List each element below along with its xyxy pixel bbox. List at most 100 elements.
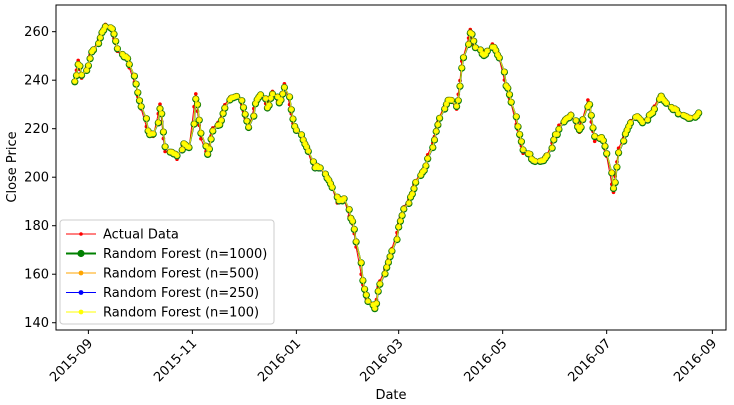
series-rf-100-point — [551, 137, 557, 143]
series-rf-100-point — [517, 132, 523, 137]
series-rf-100-point — [299, 132, 304, 138]
series-rf-100-point — [210, 128, 216, 134]
y-tick-label-180: 180 — [24, 219, 49, 234]
series-rf-100-point — [109, 26, 115, 32]
series-rf-100-point — [294, 127, 299, 133]
series-rf-100-point — [406, 200, 412, 206]
series-rf-100-point — [554, 132, 560, 137]
series-rf-100-point — [84, 68, 90, 73]
series-rf-100-point — [372, 306, 378, 311]
series-rf-100-point — [222, 105, 228, 111]
series-rf-100-point — [611, 186, 616, 191]
series-rf-100-point — [580, 117, 586, 122]
series-rf-100-point — [311, 159, 316, 165]
series-rf-100-point — [323, 171, 328, 177]
series-rf-100-point — [398, 218, 403, 224]
series-rf-100-point — [258, 92, 263, 98]
x-tick-label-2016-03: 2016-03 — [357, 336, 406, 385]
legend-label: Actual Data — [103, 228, 179, 243]
series-rf-100-point — [219, 118, 224, 123]
x-tick-label-2016-05: 2016-05 — [461, 336, 510, 385]
series-rf-100-point — [135, 90, 141, 95]
series-rf-100-point — [549, 145, 555, 151]
series-rf-100-point — [442, 106, 448, 112]
series-rf-100-point — [455, 98, 461, 103]
series-rf-100-point — [288, 107, 294, 112]
series-rf-100-point — [687, 115, 693, 121]
y-tick-label-140: 140 — [24, 316, 49, 331]
series-rf-100-point — [282, 85, 287, 90]
series-rf-100-point — [203, 143, 209, 149]
series-rf-100-point — [103, 24, 108, 29]
series-rf-100-point — [155, 120, 161, 126]
legend-swatch-marker — [77, 249, 85, 258]
series-rf-100-point — [496, 55, 502, 61]
series-rf-100-point — [556, 126, 562, 132]
series-rf-100-point — [350, 219, 355, 224]
plot-area — [55, 4, 727, 331]
series-rf-100-point — [425, 156, 431, 162]
series-rf-100-point — [674, 107, 679, 113]
series-rf-100-point — [162, 144, 168, 150]
series-rf-100-point — [304, 144, 309, 150]
series-rf-100-point — [174, 153, 180, 159]
series-rf-100-point — [502, 69, 507, 75]
series-rf-100-point — [527, 151, 533, 157]
x-tick-label-2015-11: 2015-11 — [151, 336, 200, 385]
series-rf-100-point — [602, 143, 608, 149]
y-axis-title: Close Price — [5, 131, 20, 202]
legend-swatch-marker — [78, 290, 84, 295]
series-rf-100-point — [386, 259, 391, 265]
series-rf-100-point — [268, 95, 274, 101]
series-rf-100-point — [145, 128, 151, 134]
series-rf-100-point — [413, 180, 419, 185]
series-rf-100-point — [365, 299, 371, 304]
legend: Actual Data Random Forest (n=1000) Random … — [59, 219, 275, 325]
series-rf-100-point — [513, 114, 519, 120]
series-rf-100-point — [115, 46, 120, 52]
series-rf-100-point — [239, 98, 245, 103]
series-rf-100-point — [351, 226, 357, 232]
series-rf-100-point — [193, 96, 199, 102]
series-actual-data-point — [158, 102, 162, 106]
legend-box — [59, 219, 275, 325]
series-rf-100-point — [341, 196, 347, 202]
series-rf-100-point — [663, 100, 669, 106]
series-rf-100-point — [234, 94, 240, 99]
series-rf-100-point — [91, 47, 96, 53]
series-rf-100-point — [382, 271, 388, 277]
series-rf-100-point — [374, 301, 379, 306]
series-rf-100-point — [435, 122, 441, 128]
series-rf-100-point — [437, 115, 442, 121]
x-tick-label-2015-09: 2015-09 — [47, 336, 96, 385]
series-rf-100-point — [191, 121, 197, 127]
series-rf-100-point — [79, 72, 84, 78]
x-axis: 2015-09 2015-11 2016-01 2016-03 2016-05 2016-… — [47, 330, 720, 385]
series-rf-100-point — [399, 213, 405, 218]
series-rf-100-point — [280, 91, 286, 97]
series-rf-100-point — [287, 94, 292, 100]
series-rf-100-point — [568, 112, 574, 118]
series-rf-100-point — [179, 147, 185, 153]
legend-label: Random Forest (n=500) — [103, 267, 259, 282]
series-rf-100-point — [208, 136, 214, 142]
series-rf-100-point — [600, 138, 606, 144]
series-rf-100-point — [590, 125, 596, 131]
series-rf-100-point — [612, 180, 618, 185]
series-rf-100-point — [157, 106, 163, 112]
series-rf-100-point — [411, 186, 417, 192]
series-rf-100-point — [362, 286, 367, 292]
legend-swatch-marker — [78, 309, 84, 315]
legend-swatch-marker — [78, 270, 84, 276]
series-rf-100-point — [423, 163, 429, 169]
series-rf-100-point — [624, 127, 630, 133]
series-rf-100-point — [150, 131, 156, 137]
series-rf-100 — [72, 24, 702, 311]
series-rf-100-point — [471, 38, 477, 44]
x-tick-label-2016-09: 2016-09 — [671, 336, 720, 385]
series-rf-100-point — [77, 63, 83, 69]
series-actual-data-point — [194, 92, 198, 96]
series-rf-100-point — [401, 206, 407, 212]
series-rf-100-point — [113, 38, 119, 44]
